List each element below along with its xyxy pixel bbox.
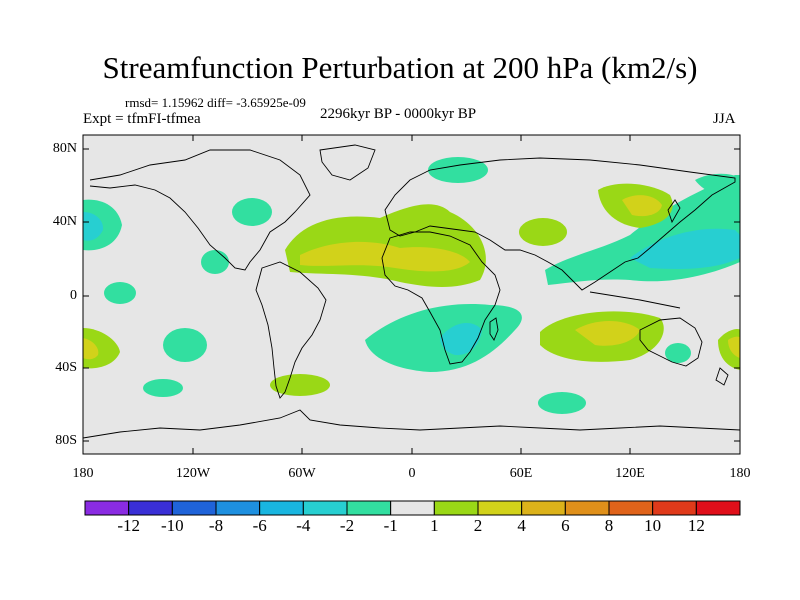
contour-small-arctic	[428, 157, 488, 183]
lat-label-eq: 0	[70, 288, 77, 303]
contour-small-east-pacific	[201, 250, 229, 274]
coast-south-america	[255, 261, 327, 399]
colorbar-label: 2	[473, 516, 483, 535]
contour-negative2-west-edge	[83, 212, 104, 241]
experiment-label: Expt = tfmFI-tfmea	[83, 111, 201, 127]
contour-small-north-america	[232, 198, 272, 226]
season-label: JJA	[713, 111, 736, 127]
contour-positive2-east-edge-south	[728, 336, 740, 358]
chart-title: Streamfunction Perturbation at 200 hPa (…	[102, 50, 698, 85]
coast-new-zealand	[715, 367, 729, 386]
lon-label-180e: 180	[729, 466, 751, 481]
contour-small-australia	[665, 343, 691, 363]
colorbar-label: 12	[687, 516, 705, 535]
colorbar-label: 8	[604, 516, 614, 535]
lat-label-80s: 80S	[55, 433, 77, 448]
contour-fields	[83, 157, 740, 414]
colorbar-label: 6	[561, 516, 570, 535]
colorbar-label: 10	[644, 516, 662, 535]
lon-label-120e: 120E	[615, 466, 645, 481]
contour-positive2-japan	[622, 195, 662, 217]
contour-small-india	[519, 218, 567, 246]
colorbar-label: -8	[208, 516, 224, 535]
lat-label-40s: 40S	[55, 360, 77, 375]
contour-positive2-atlantic	[300, 241, 470, 272]
lon-label-0: 0	[408, 466, 416, 481]
contour-small-south-america	[270, 374, 330, 396]
stats-text: rmsd= 1.15962 diff= -3.65925e-09	[125, 95, 306, 110]
contour-positive2-west-edge-south	[83, 338, 99, 360]
coast-madagascar	[489, 317, 499, 341]
colorbar-label: -4	[296, 516, 311, 535]
coast-north-america	[89, 149, 311, 271]
lon-label-60w: 60W	[288, 466, 316, 481]
coast-europe-asia	[384, 157, 736, 291]
lon-label-180w: 180	[72, 466, 94, 481]
colorbar-label: -10	[160, 516, 184, 535]
lat-label-40n: 40N	[52, 214, 77, 229]
coast-antarctica	[83, 409, 740, 439]
lon-label-120w: 120W	[175, 466, 211, 481]
lon-label-60e: 60E	[509, 466, 533, 481]
contour-small-south-pacific	[163, 328, 207, 362]
contour-negative-northeast	[695, 173, 740, 200]
coast-japan	[667, 199, 681, 224]
colorbar-label: -6	[252, 516, 267, 535]
colorbar-label: -12	[117, 516, 140, 535]
colorbar-label: -2	[339, 516, 355, 535]
coast-indonesia	[589, 291, 681, 309]
period-label: 2296kyr BP - 0000kyr BP	[320, 106, 477, 122]
axis-ticks	[82, 135, 741, 454]
coast-greenland	[319, 144, 376, 181]
colorbar-label: 4	[517, 516, 526, 535]
contour-negative2-west-pacific	[630, 228, 740, 269]
coast-australia	[639, 317, 703, 367]
lat-label-80n: 80N	[52, 141, 77, 156]
contour-small-south-central-pacific	[143, 379, 183, 397]
coast-africa	[381, 231, 501, 365]
colorbar-label: 1	[430, 516, 439, 535]
contour-small-southern-indian	[538, 392, 586, 414]
contour-positive2-indian-ocean	[575, 321, 640, 346]
map-background	[83, 135, 740, 454]
contour-negative2-southern-africa	[440, 323, 482, 356]
colorbar-label: -1	[383, 516, 398, 535]
coastlines	[83, 144, 740, 439]
contour-small-equatorial-pacific	[104, 282, 136, 304]
